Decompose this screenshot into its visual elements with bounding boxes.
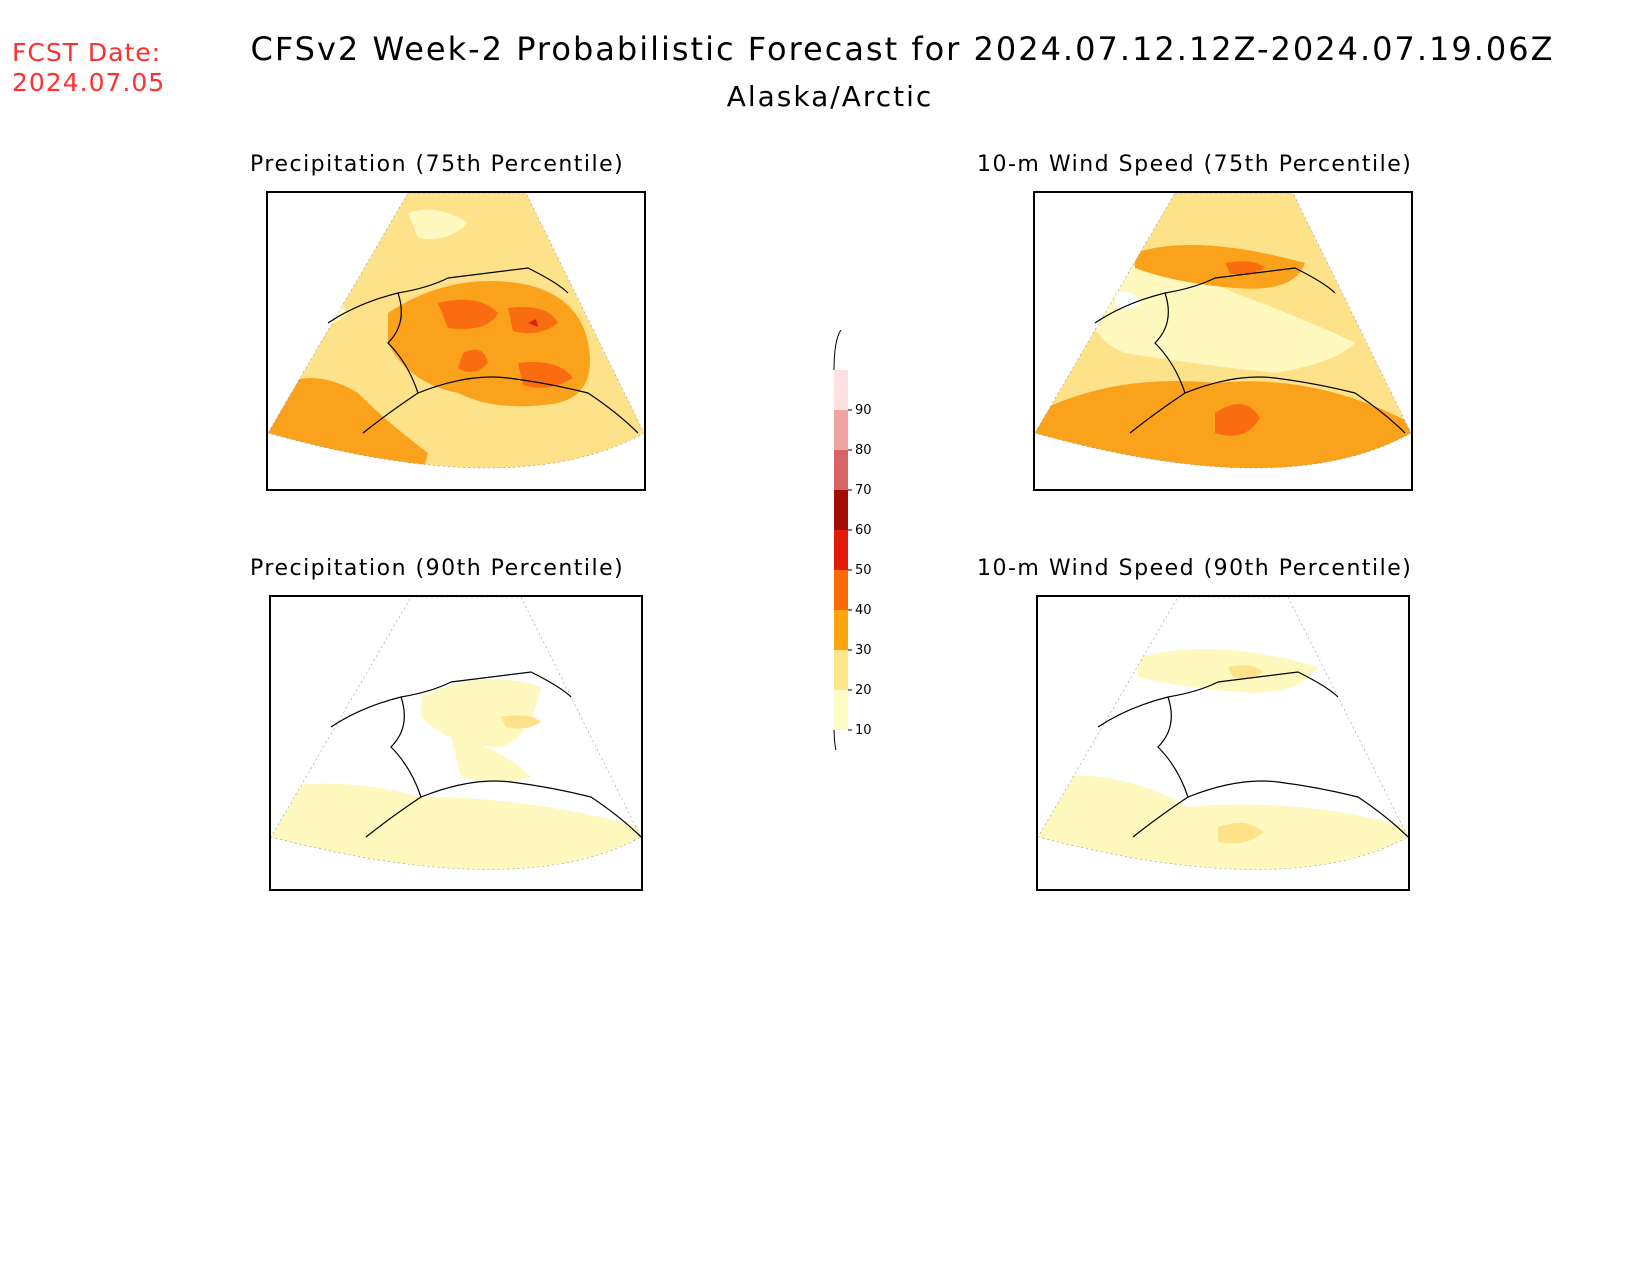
page-title: CFSv2 Week-2 Probabilistic Forecast for …	[0, 30, 1650, 68]
page-subtitle: Alaska/Arctic	[0, 80, 1650, 113]
page-title-text: CFSv2 Week-2 Probabilistic Forecast for …	[250, 30, 1555, 68]
map-precip-75	[266, 191, 646, 491]
panel-title-wind-75: 10-m Wind Speed (75th Percentile)	[977, 152, 1413, 177]
coastline	[1094, 267, 1406, 434]
colorbar-box-9	[834, 370, 848, 410]
panel-title-precip-75: Precipitation (75th Percentile)	[250, 152, 625, 177]
page-subtitle-text: Alaska/Arctic	[726, 80, 934, 113]
colorbar-label-70: 70	[855, 483, 872, 498]
forecast-date-value: 2024.07.05	[12, 68, 166, 97]
colorbar-label-90: 90	[855, 403, 872, 418]
panel-title-wind-90: 10-m Wind Speed (90th Percentile)	[977, 556, 1413, 581]
map-wind-75	[1033, 191, 1413, 491]
colorbar-label-50: 50	[855, 563, 872, 578]
colorbar-label-80: 80	[855, 443, 872, 458]
colorbar-label-30: 30	[855, 643, 872, 658]
map-wind-90	[1036, 595, 1410, 891]
panel-title-precip-90: Precipitation (90th Percentile)	[250, 556, 625, 581]
forecast-date-block: FCST Date: 2024.07.05	[12, 38, 165, 98]
colorbar-label-20: 20	[855, 683, 872, 698]
coastline	[330, 671, 641, 838]
colorbar-box-5	[834, 530, 848, 570]
colorbar-box-8	[834, 410, 848, 450]
forecast-date-label: FCST Date:	[12, 38, 162, 67]
colorbar-box-3	[834, 610, 848, 650]
map-precip-90	[269, 595, 643, 891]
colorbar-label-10: 10	[855, 723, 872, 738]
colorbar: 10 20 30 40 50 60 70 80 90	[820, 329, 890, 771]
colorbar-box-1	[834, 690, 848, 730]
colorbar-label-60: 60	[855, 523, 872, 538]
coastline	[1097, 671, 1408, 838]
colorbar-box-6	[834, 490, 848, 530]
colorbar-box-2	[834, 650, 848, 690]
colorbar-box-4	[834, 570, 848, 610]
colorbar-label-40: 40	[855, 603, 872, 618]
coastline	[327, 267, 639, 434]
colorbar-box-7	[834, 450, 848, 490]
